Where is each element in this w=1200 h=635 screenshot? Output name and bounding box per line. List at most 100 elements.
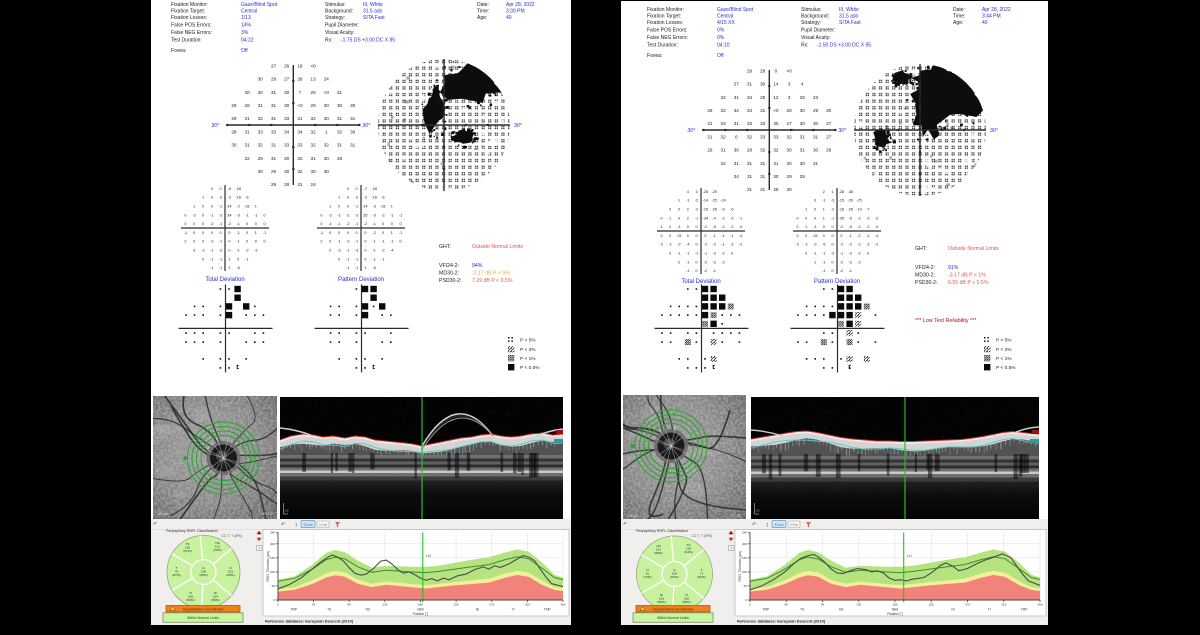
svg-text:Total Deviation: Total Deviation bbox=[681, 279, 720, 285]
svg-text:30: 30 bbox=[324, 116, 330, 121]
svg-text:31: 31 bbox=[271, 143, 277, 148]
svg-text:Strategy:: Strategy: bbox=[801, 20, 821, 26]
svg-text:-1: -1 bbox=[245, 213, 248, 217]
svg-text:-1: -1 bbox=[237, 231, 240, 235]
svg-text:-2: -2 bbox=[840, 260, 843, 264]
svg-text:NS: NS bbox=[839, 608, 843, 612]
svg-text:0: 0 bbox=[382, 222, 384, 226]
svg-text:-4: -4 bbox=[739, 225, 742, 229]
svg-text:-1: -1 bbox=[390, 240, 393, 244]
svg-text:-4: -4 bbox=[713, 216, 716, 220]
svg-text:-26: -26 bbox=[711, 208, 717, 212]
svg-text:-2: -2 bbox=[840, 269, 843, 273]
svg-text:-5: -5 bbox=[849, 216, 852, 220]
svg-text:31: 31 bbox=[245, 116, 251, 121]
svg-text:-2: -2 bbox=[329, 213, 332, 217]
svg-text:131: 131 bbox=[215, 545, 220, 549]
svg-text:200: 200 bbox=[270, 542, 275, 546]
svg-text:31: 31 bbox=[337, 143, 343, 148]
svg-text:-1: -1 bbox=[337, 240, 340, 244]
svg-text:118: 118 bbox=[684, 597, 689, 601]
svg-text:31: 31 bbox=[350, 116, 356, 121]
svg-text:-2: -2 bbox=[704, 260, 707, 264]
svg-text:24: 24 bbox=[363, 205, 367, 209]
svg-text:0: 0 bbox=[202, 213, 204, 217]
svg-text:23: 23 bbox=[813, 95, 819, 100]
svg-text:-3: -3 bbox=[254, 249, 257, 253]
svg-text:31: 31 bbox=[747, 161, 753, 166]
svg-text:-1: -1 bbox=[381, 240, 384, 244]
svg-text:125: 125 bbox=[686, 547, 691, 551]
svg-text:0: 0 bbox=[687, 234, 689, 238]
svg-text:TMP: TMP bbox=[763, 608, 770, 612]
svg-text:-2: -2 bbox=[660, 243, 663, 247]
svg-text:0: 0 bbox=[796, 234, 798, 238]
svg-text:0: 0 bbox=[832, 269, 834, 273]
svg-text:0: 0 bbox=[669, 234, 671, 238]
svg-text:32: 32 bbox=[721, 161, 727, 166]
svg-text:180: 180 bbox=[418, 603, 423, 607]
svg-text:TS: TS bbox=[327, 608, 331, 612]
svg-text:3: 3 bbox=[788, 82, 791, 87]
svg-text:31: 31 bbox=[721, 148, 727, 153]
svg-text:HEYEX: HEYEX bbox=[730, 514, 742, 518]
svg-text:1: 1 bbox=[391, 205, 393, 209]
svg-text:32: 32 bbox=[787, 134, 793, 139]
svg-text:29: 29 bbox=[813, 108, 819, 113]
svg-text:-2: -2 bbox=[237, 205, 240, 209]
svg-text:Date:: Date: bbox=[953, 7, 965, 13]
svg-text:-9: -9 bbox=[721, 208, 724, 212]
svg-text:(59%): (59%) bbox=[654, 551, 662, 555]
svg-text:-1: -1 bbox=[399, 213, 402, 217]
svg-text:45: 45 bbox=[312, 603, 316, 607]
svg-text:0: 0 bbox=[704, 234, 706, 238]
svg-text:T: T bbox=[176, 566, 178, 570]
svg-text:P < 2%: P < 2% bbox=[996, 347, 1012, 353]
svg-text:2: 2 bbox=[184, 240, 186, 244]
svg-text:-1: -1 bbox=[219, 240, 222, 244]
svg-text:27: 27 bbox=[284, 77, 290, 82]
svg-text:0: 0 bbox=[814, 216, 816, 220]
svg-text:-1: -1 bbox=[219, 205, 222, 209]
svg-text:-1: -1 bbox=[245, 257, 248, 261]
svg-text:↕: ↕ bbox=[766, 523, 769, 529]
svg-text:150: 150 bbox=[742, 556, 747, 560]
svg-text:-2: -2 bbox=[210, 240, 213, 244]
svg-text:1/13: 1/13 bbox=[241, 15, 251, 21]
svg-text:0: 0 bbox=[347, 196, 349, 200]
svg-text:31: 31 bbox=[271, 103, 277, 108]
svg-text:-2: -2 bbox=[857, 234, 860, 238]
svg-text:24: 24 bbox=[324, 77, 330, 82]
svg-text:T: T bbox=[701, 568, 703, 572]
svg-text:0: 0 bbox=[678, 216, 680, 220]
svg-text:30: 30 bbox=[734, 148, 740, 153]
svg-text:Test Duration:: Test Duration: bbox=[171, 37, 202, 43]
svg-text:1:1 µm: 1:1 µm bbox=[304, 523, 313, 527]
svg-text:1: 1 bbox=[193, 205, 195, 209]
svg-text:31: 31 bbox=[337, 90, 343, 95]
svg-text:-29: -29 bbox=[711, 190, 717, 194]
svg-text:0: 0 bbox=[832, 234, 834, 238]
svg-text:-1: -1 bbox=[346, 249, 349, 253]
svg-text:-1: -1 bbox=[184, 231, 187, 235]
svg-text:31: 31 bbox=[760, 161, 766, 166]
svg-text:Central: Central bbox=[717, 14, 733, 20]
svg-text:-2: -2 bbox=[704, 269, 707, 273]
svg-text:-1: -1 bbox=[355, 266, 358, 270]
svg-text:VFI24-2:: VFI24-2: bbox=[439, 263, 459, 269]
svg-text:-32: -32 bbox=[380, 205, 386, 209]
svg-text:0: 0 bbox=[805, 216, 807, 220]
svg-text:31: 31 bbox=[813, 134, 819, 139]
svg-text:-1: -1 bbox=[381, 257, 384, 261]
svg-text:2: 2 bbox=[687, 208, 689, 212]
svg-text:31: 31 bbox=[271, 156, 277, 161]
svg-text:30: 30 bbox=[324, 169, 330, 174]
svg-text:0: 0 bbox=[202, 231, 204, 235]
svg-text:27: 27 bbox=[734, 82, 740, 87]
svg-text:-32: -32 bbox=[244, 205, 250, 209]
svg-text:-2: -2 bbox=[849, 243, 852, 247]
svg-text:100: 100 bbox=[270, 570, 275, 574]
svg-text:31: 31 bbox=[297, 182, 303, 187]
svg-text:-2: -2 bbox=[346, 240, 349, 244]
svg-text:-4: -4 bbox=[875, 234, 878, 238]
